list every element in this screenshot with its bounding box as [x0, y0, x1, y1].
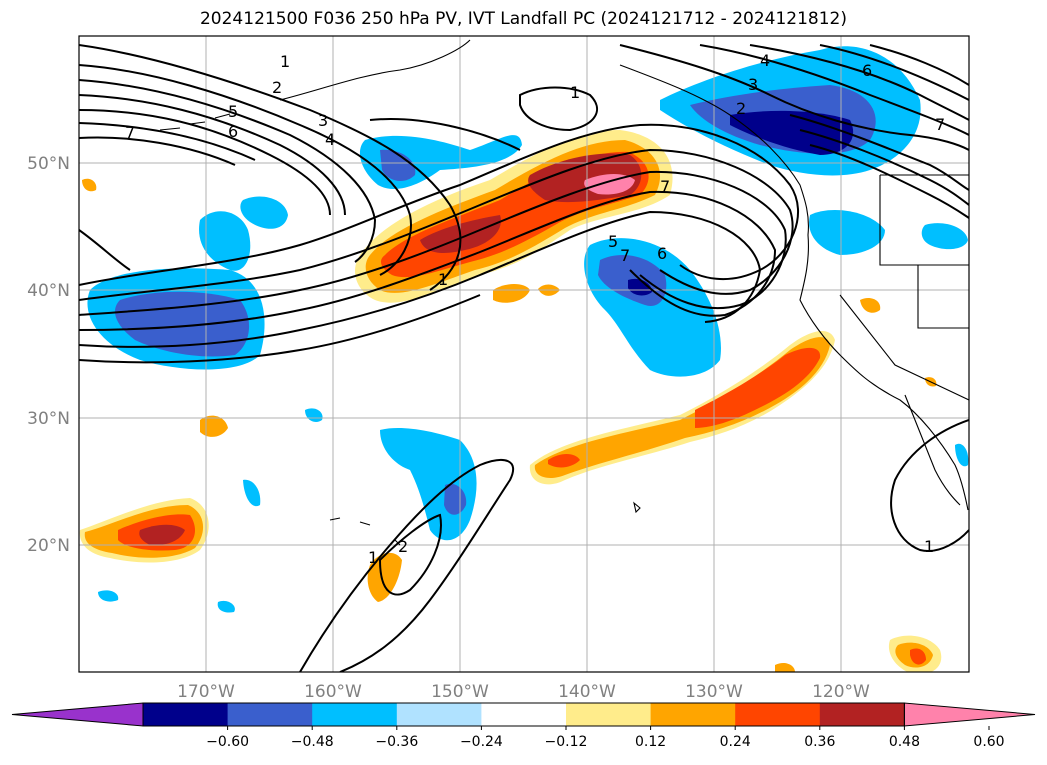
colorbar-segment	[481, 703, 567, 726]
colorbar-segment	[396, 703, 482, 726]
lon-label: 150°W	[431, 682, 489, 702]
colorbar-segment	[312, 703, 398, 726]
lon-label: 130°W	[685, 682, 743, 702]
colorbar-extend-right	[903, 702, 1036, 727]
colorbar-tick-label: 0.48	[889, 734, 920, 750]
plot-frame	[78, 35, 970, 673]
colorbar-segment	[227, 703, 313, 726]
colorbar-segment	[650, 703, 736, 726]
contour-label: 1	[570, 83, 580, 102]
graticule	[79, 36, 969, 672]
lon-label: 160°W	[304, 682, 362, 702]
contour-label: 7	[660, 177, 670, 196]
lat-label: 30°N	[27, 409, 70, 429]
contour-label: 4	[760, 51, 770, 70]
lon-labels: 170°W 160°W 150°W 140°W 130°W 120°W	[177, 682, 870, 702]
colorbar-tick-label: 0.12	[635, 734, 666, 750]
contour-label: 1	[368, 548, 378, 567]
contour-label: 6	[228, 122, 238, 141]
coastlines	[159, 39, 969, 546]
colorbar-tick-label: −0.60	[206, 734, 249, 750]
contour-label: 3	[748, 75, 758, 94]
contour-label: 6	[657, 244, 667, 263]
colorbar-tick-label: 0.60	[973, 734, 1004, 750]
colorbar-tick-label: −0.48	[291, 734, 334, 750]
colorbar-segment	[566, 703, 652, 726]
contour-label: 5	[228, 102, 238, 121]
lon-label: 140°W	[558, 682, 616, 702]
colorbar-tick-label: 0.24	[720, 734, 751, 750]
colorbar-extend-left	[11, 702, 144, 727]
lat-labels: 50°N 40°N 30°N 20°N	[27, 154, 70, 556]
colorbar-segment	[735, 703, 821, 726]
colorbar-frame	[142, 702, 905, 727]
contour-label: 4	[325, 130, 335, 149]
contour-label: 2	[272, 78, 282, 97]
contour-label: 1	[924, 537, 934, 556]
lat-label: 40°N	[27, 281, 70, 301]
map-title: 2024121500 F036 250 hPa PV, IVT Landfall…	[199, 9, 847, 29]
contour-label: 7	[935, 115, 945, 134]
lat-label: 20°N	[27, 536, 70, 556]
contour-labels: 1 2 3 4 5 6 7 1 4 3 2 6 7 7 5 7 6 1 1 2 …	[125, 51, 945, 567]
lat-label: 50°N	[27, 154, 70, 174]
contour-label: 2	[736, 99, 746, 118]
contour-label: 1	[280, 52, 290, 71]
contour-label: 6	[862, 61, 872, 80]
colorbar-tick-label: −0.24	[460, 734, 503, 750]
colorbar-tick-label: 0.36	[804, 734, 835, 750]
lon-label: 120°W	[812, 682, 870, 702]
contour-label: 7	[620, 246, 630, 265]
colorbar-tick-label: −0.12	[545, 734, 588, 750]
contour-label: 3	[318, 111, 328, 130]
contour-label: 5	[608, 232, 618, 251]
colorbar-tick-label: −0.36	[375, 734, 418, 750]
pv-contours	[79, 44, 969, 672]
colorbar-segment	[143, 703, 229, 726]
contour-label: 2	[398, 537, 408, 556]
colorbar-segment	[819, 703, 905, 726]
contour-label: 1	[438, 270, 448, 289]
colorbar: −0.60 −0.48 −0.36 −0.24 −0.12 0.12 0.24 0.36 0.4…	[11, 702, 1036, 750]
lon-label: 170°W	[177, 682, 235, 702]
contour-label: 7	[125, 123, 135, 142]
